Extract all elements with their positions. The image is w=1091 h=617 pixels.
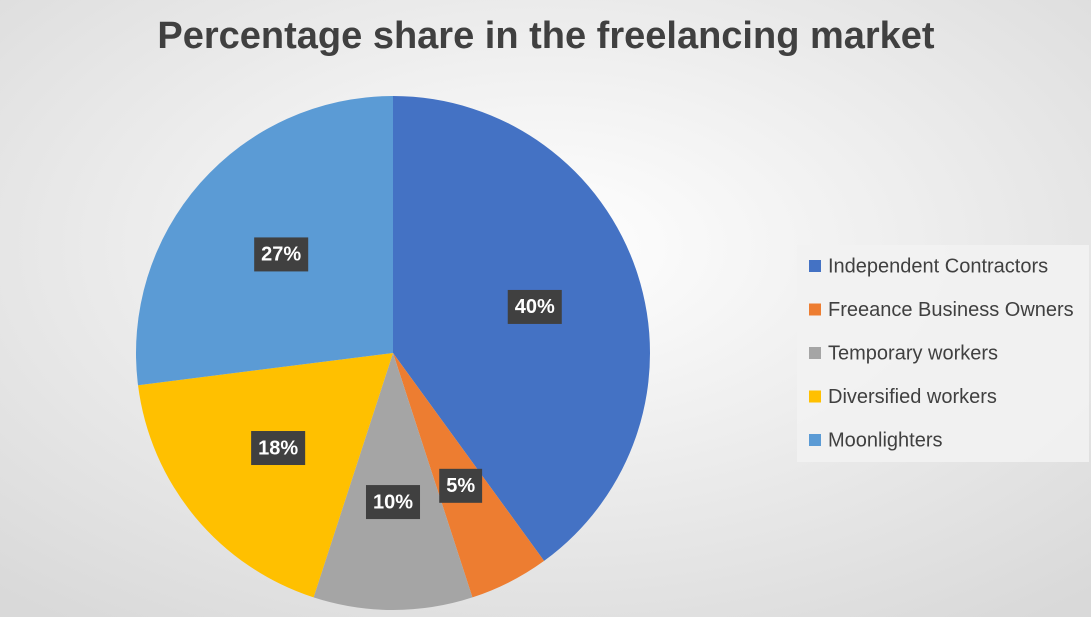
data-label-text: 40% bbox=[515, 296, 555, 318]
data-label: 18% bbox=[251, 431, 306, 466]
data-label-text: 5% bbox=[446, 475, 475, 497]
data-label-box bbox=[439, 468, 483, 503]
data-label: 10% bbox=[365, 485, 421, 520]
legend-swatch bbox=[809, 347, 821, 359]
data-label: 5% bbox=[439, 468, 483, 503]
legend-swatch bbox=[809, 303, 821, 316]
pie-slice bbox=[393, 96, 650, 561]
data-label-box bbox=[365, 485, 421, 520]
pie-slice bbox=[313, 353, 473, 611]
data-label: 27% bbox=[254, 237, 309, 272]
data-label: 40% bbox=[507, 289, 562, 324]
legend-swatch bbox=[809, 260, 821, 272]
pie-slice bbox=[138, 353, 393, 598]
data-label-text: 10% bbox=[373, 491, 413, 513]
data-label-box bbox=[507, 289, 562, 324]
legend-label: Temporary workers bbox=[828, 342, 998, 364]
chart-title: Percentage share in the freelancing mark… bbox=[157, 15, 935, 57]
legend-swatch bbox=[809, 434, 821, 446]
legend-label: Independent Contractors bbox=[828, 255, 1048, 277]
legend-label: Moonlighters bbox=[828, 429, 943, 451]
legend-label: Freeance Business Owners bbox=[828, 299, 1074, 321]
legend-label: Diversified workers bbox=[828, 386, 997, 408]
legend-swatch bbox=[809, 390, 821, 403]
data-label-box bbox=[251, 431, 306, 466]
legend-box bbox=[797, 245, 1089, 462]
data-label-text: 18% bbox=[258, 437, 298, 459]
data-label-text: 27% bbox=[261, 244, 301, 266]
data-label-box bbox=[254, 237, 309, 272]
